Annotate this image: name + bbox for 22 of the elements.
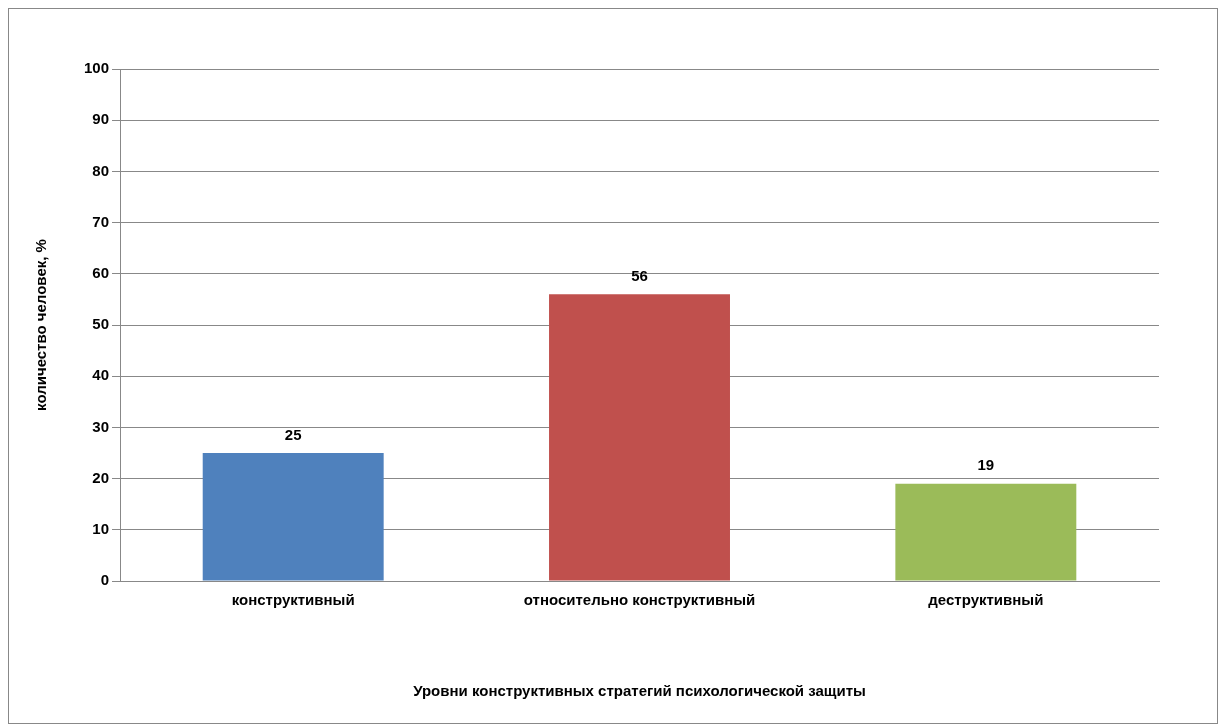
data-label: 25	[284, 425, 302, 443]
y-tick-label: 80	[92, 161, 110, 179]
y-tick-label: 40	[92, 366, 110, 384]
data-label: 19	[977, 456, 995, 474]
y-tick-label: 30	[92, 417, 110, 435]
y-tick-label: 20	[92, 468, 110, 486]
y-tick-label: 90	[92, 110, 110, 128]
bar	[202, 453, 384, 581]
x-axis-title: Уровни конструктивных стратегий психологической защиты	[413, 682, 866, 700]
bar	[549, 294, 730, 581]
y-tick-label: 50	[92, 315, 110, 333]
y-axis-title: количество человек, %	[32, 239, 50, 411]
x-tick-label: конструктивный	[231, 591, 355, 609]
y-tick-label: 60	[92, 263, 110, 281]
data-label: 56	[631, 266, 648, 284]
bar	[895, 483, 1077, 581]
y-tick-label: 70	[92, 212, 110, 230]
x-tick-label: относительно конструктивный	[523, 591, 756, 609]
y-tick-label: 0	[100, 571, 110, 589]
y-tick-label: 100	[84, 59, 110, 77]
y-tick-label: 10	[92, 519, 110, 537]
x-tick-label: деструктивный	[928, 591, 1044, 609]
